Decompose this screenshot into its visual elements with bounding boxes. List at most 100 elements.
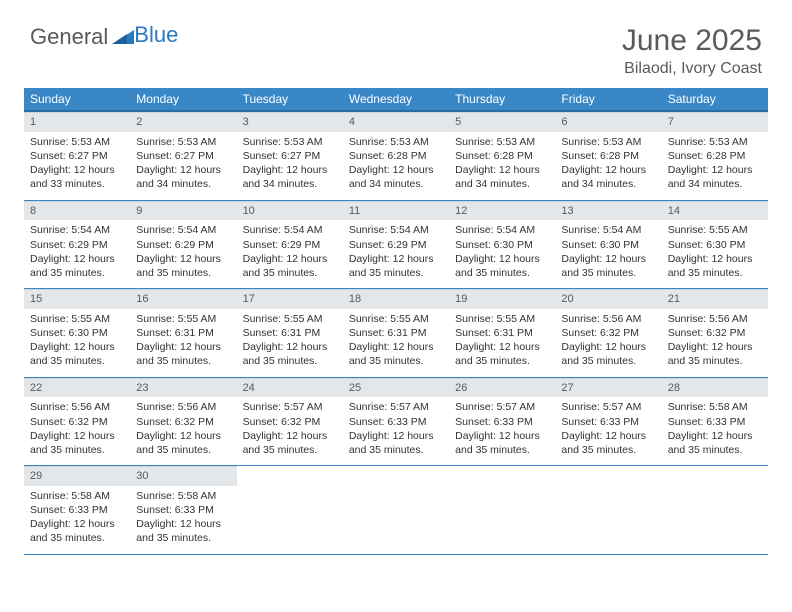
day-content: Sunrise: 5:58 AMSunset: 6:33 PMDaylight:…	[662, 400, 768, 457]
week-row: 22Sunrise: 5:56 AMSunset: 6:32 PMDayligh…	[24, 378, 768, 467]
sunrise-line: Sunrise: 5:53 AM	[455, 135, 549, 149]
day-number: 5	[449, 112, 555, 132]
day-number: 11	[343, 201, 449, 221]
day-cell: 3 Sunrise: 5:53 AMSunset: 6:27 PMDaylight…	[237, 112, 343, 200]
day-content: Sunrise: 5:54 AMSunset: 6:29 PMDaylight:…	[24, 223, 130, 280]
sunset-line: Sunset: 6:33 PM	[561, 415, 655, 429]
day-number: 24	[237, 378, 343, 398]
sunrise-line: Sunrise: 5:57 AM	[349, 400, 443, 414]
day-cell: 6Sunrise: 5:53 AMSunset: 6:28 PMDaylight…	[555, 112, 661, 200]
day-cell: 19Sunrise: 5:55 AMSunset: 6:31 PMDayligh…	[449, 289, 555, 377]
day-content: Sunrise: 5:55 AMSunset: 6:31 PMDaylight:…	[343, 312, 449, 369]
day-content: Sunrise: 5:58 AMSunset: 6:33 PMDaylight:…	[130, 489, 236, 546]
sunset-line: Sunset: 6:28 PM	[455, 149, 549, 163]
daylight-line: Daylight: 12 hours and 34 minutes.	[136, 163, 230, 191]
daylight-line: Daylight: 12 hours and 34 minutes.	[561, 163, 655, 191]
daylight-line: Daylight: 12 hours and 35 minutes.	[349, 429, 443, 457]
day-cell: 25Sunrise: 5:57 AMSunset: 6:33 PMDayligh…	[343, 378, 449, 466]
day-cell: 8Sunrise: 5:54 AMSunset: 6:29 PMDaylight…	[24, 201, 130, 289]
sunrise-line: Sunrise: 5:53 AM	[243, 135, 337, 149]
daylight-line: Daylight: 12 hours and 35 minutes.	[136, 340, 230, 368]
day-number: 30	[130, 466, 236, 486]
day-content: Sunrise: 5:53 AMSunset: 6:27 PMDaylight:…	[130, 135, 236, 192]
daylight-line: Daylight: 12 hours and 34 minutes.	[349, 163, 443, 191]
day-number: 25	[343, 378, 449, 398]
day-content: Sunrise: 5:55 AMSunset: 6:30 PMDaylight:…	[662, 223, 768, 280]
sunset-line: Sunset: 6:28 PM	[349, 149, 443, 163]
day-cell: 14Sunrise: 5:55 AMSunset: 6:30 PMDayligh…	[662, 201, 768, 289]
daylight-line: Daylight: 12 hours and 35 minutes.	[561, 340, 655, 368]
sunrise-line: Sunrise: 5:55 AM	[349, 312, 443, 326]
sunrise-line: Sunrise: 5:53 AM	[136, 135, 230, 149]
daylight-line: Daylight: 12 hours and 34 minutes.	[668, 163, 762, 191]
sunset-line: Sunset: 6:28 PM	[668, 149, 762, 163]
daylight-line: Daylight: 12 hours and 35 minutes.	[668, 340, 762, 368]
daylight-line: Daylight: 12 hours and 34 minutes.	[243, 163, 337, 191]
day-number: 3	[237, 112, 343, 132]
day-cell: 23Sunrise: 5:56 AMSunset: 6:32 PMDayligh…	[130, 378, 236, 466]
daylight-line: Daylight: 12 hours and 35 minutes.	[243, 429, 337, 457]
sunrise-line: Sunrise: 5:56 AM	[561, 312, 655, 326]
weeks-container: 1Sunrise: 5:53 AMSunset: 6:27 PMDaylight…	[24, 112, 768, 555]
day-content: Sunrise: 5:54 AMSunset: 6:29 PMDaylight:…	[237, 223, 343, 280]
day-content: Sunrise: 5:56 AMSunset: 6:32 PMDaylight:…	[130, 400, 236, 457]
day-number: 21	[662, 289, 768, 309]
weekday-header: Sunday	[24, 88, 130, 112]
day-number: 6	[555, 112, 661, 132]
day-content: Sunrise: 5:53 AMSunset: 6:28 PMDaylight:…	[662, 135, 768, 192]
day-content: Sunrise: 5:54 AMSunset: 6:30 PMDaylight:…	[555, 223, 661, 280]
sunrise-line: Sunrise: 5:54 AM	[349, 223, 443, 237]
sunset-line: Sunset: 6:30 PM	[561, 238, 655, 252]
week-row: 1Sunrise: 5:53 AMSunset: 6:27 PMDaylight…	[24, 112, 768, 201]
day-content: Sunrise: 5:53 AMSunset: 6:27 PMDaylight:…	[24, 135, 130, 192]
day-content: Sunrise: 5:54 AMSunset: 6:29 PMDaylight:…	[343, 223, 449, 280]
weekday-header: Thursday	[449, 88, 555, 112]
sunset-line: Sunset: 6:29 PM	[243, 238, 337, 252]
sunrise-line: Sunrise: 5:53 AM	[349, 135, 443, 149]
logo: General Blue	[30, 24, 178, 50]
sunset-line: Sunset: 6:31 PM	[349, 326, 443, 340]
sunrise-line: Sunrise: 5:58 AM	[668, 400, 762, 414]
sunset-line: Sunset: 6:33 PM	[455, 415, 549, 429]
day-cell: 16 Sunrise: 5:55 AMSunset: 6:31 PMDayligh…	[130, 289, 236, 377]
sunset-line: Sunset: 6:32 PM	[243, 415, 337, 429]
day-number: 27	[555, 378, 661, 398]
day-cell: 20Sunrise: 5:56 AMSunset: 6:32 PMDayligh…	[555, 289, 661, 377]
daylight-line: Daylight: 12 hours and 35 minutes.	[349, 340, 443, 368]
daylight-line: Daylight: 12 hours and 35 minutes.	[561, 252, 655, 280]
day-content: Sunrise: 5:54 AMSunset: 6:30 PMDaylight:…	[449, 223, 555, 280]
day-number: 8	[24, 201, 130, 221]
weekday-header: Saturday	[662, 88, 768, 112]
sunrise-line: Sunrise: 5:53 AM	[561, 135, 655, 149]
day-number: 14	[662, 201, 768, 221]
day-content: Sunrise: 5:55 AMSunset: 6:31 PMDaylight:…	[237, 312, 343, 369]
day-number: 4	[343, 112, 449, 132]
day-content: Sunrise: 5:53 AMSunset: 6:27 PMDaylight:…	[237, 135, 343, 192]
day-number: 15	[24, 289, 130, 309]
logo-text-2: Blue	[134, 22, 178, 48]
day-number: 23	[130, 378, 236, 398]
sunset-line: Sunset: 6:30 PM	[668, 238, 762, 252]
day-cell: 15 Sunrise: 5:55 AMSunset: 6:30 PMDayligh…	[24, 289, 130, 377]
day-number: 12	[449, 201, 555, 221]
weekday-header: Wednesday	[343, 88, 449, 112]
day-number: 16	[130, 289, 236, 309]
day-content: Sunrise: 5:57 AMSunset: 6:33 PMDaylight:…	[555, 400, 661, 457]
sunset-line: Sunset: 6:32 PM	[561, 326, 655, 340]
day-content: Sunrise: 5:55 AMSunset: 6:30 PMDaylight:…	[24, 312, 130, 369]
title-location: Bilaodi, Ivory Coast	[622, 60, 762, 78]
day-content: Sunrise: 5:56 AMSunset: 6:32 PMDaylight:…	[662, 312, 768, 369]
day-content: Sunrise: 5:55 AMSunset: 6:31 PMDaylight:…	[130, 312, 236, 369]
daylight-line: Daylight: 12 hours and 35 minutes.	[136, 517, 230, 545]
sunset-line: Sunset: 6:27 PM	[243, 149, 337, 163]
day-cell: 30 Sunrise: 5:58 AMSunset: 6:33 PMDayligh…	[130, 466, 236, 554]
sunrise-line: Sunrise: 5:53 AM	[30, 135, 124, 149]
day-number: 1	[24, 112, 130, 132]
sunset-line: Sunset: 6:32 PM	[30, 415, 124, 429]
daylight-line: Daylight: 12 hours and 35 minutes.	[30, 429, 124, 457]
day-cell: 18Sunrise: 5:55 AMSunset: 6:31 PMDayligh…	[343, 289, 449, 377]
day-cell: 27Sunrise: 5:57 AMSunset: 6:33 PMDayligh…	[555, 378, 661, 466]
weekday-header: Monday	[130, 88, 236, 112]
day-content: Sunrise: 5:57 AMSunset: 6:33 PMDaylight:…	[343, 400, 449, 457]
day-cell: 13Sunrise: 5:54 AMSunset: 6:30 PMDayligh…	[555, 201, 661, 289]
